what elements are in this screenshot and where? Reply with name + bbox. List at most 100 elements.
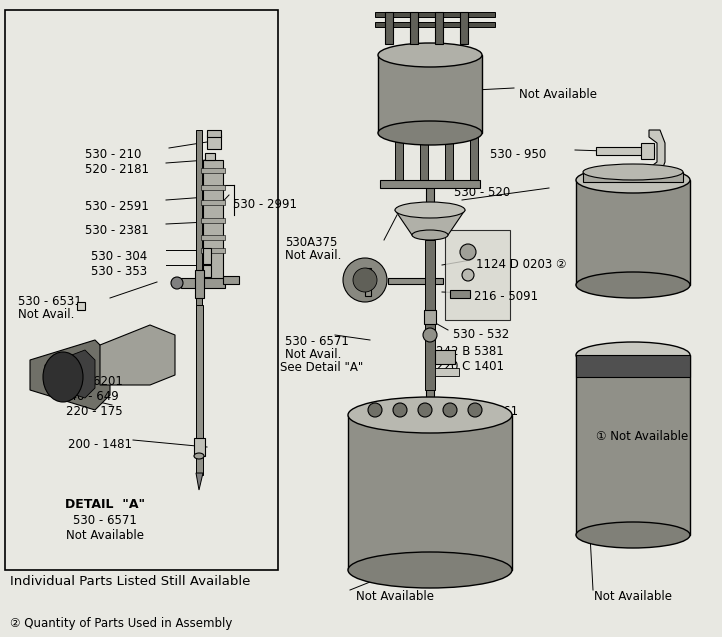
Bar	[203, 160, 223, 280]
Bar	[576, 355, 690, 377]
Bar	[194, 438, 205, 456]
Text: 530 - 6571: 530 - 6571	[73, 514, 137, 527]
Bar	[207, 130, 221, 137]
Text: Individual Parts Listed Still Available: Individual Parts Listed Still Available	[10, 575, 251, 588]
Text: Not Avail.: Not Avail.	[285, 348, 342, 361]
Circle shape	[171, 277, 183, 289]
Circle shape	[468, 403, 482, 417]
Text: 242 B 5381: 242 B 5381	[436, 345, 504, 358]
Bar	[395, 130, 403, 185]
Bar	[424, 310, 436, 324]
Text: 1124 D 0203 ②: 1124 D 0203 ②	[476, 258, 567, 271]
Bar	[450, 290, 470, 298]
Text: ① Not Available: ① Not Available	[596, 430, 688, 443]
Text: 220 C 1401: 220 C 1401	[436, 360, 504, 373]
Bar	[426, 185, 434, 455]
Bar	[77, 302, 85, 310]
Ellipse shape	[194, 453, 204, 459]
Bar	[470, 130, 478, 185]
Text: 530 - 304: 530 - 304	[91, 250, 147, 263]
Text: Not Available: Not Available	[519, 88, 597, 101]
Circle shape	[443, 403, 457, 417]
Bar	[201, 185, 225, 190]
Text: 200 - 1481: 200 - 1481	[68, 438, 132, 451]
Text: 530 - 6531: 530 - 6531	[18, 295, 82, 308]
Text: 530 - 2591: 530 - 2591	[85, 200, 149, 213]
Text: 530 - 6571: 530 - 6571	[285, 335, 349, 348]
Ellipse shape	[412, 230, 448, 240]
Circle shape	[368, 403, 382, 417]
Ellipse shape	[43, 352, 83, 402]
Bar	[203, 265, 211, 277]
Circle shape	[418, 403, 432, 417]
Bar	[201, 200, 225, 205]
Text: Not Avail.: Not Avail.	[18, 308, 74, 321]
Text: 520 - 2181: 520 - 2181	[85, 163, 149, 176]
Bar	[375, 22, 495, 27]
Text: 530 - 210: 530 - 210	[85, 148, 142, 161]
Polygon shape	[30, 340, 110, 410]
Text: 530 - 950: 530 - 950	[490, 148, 547, 161]
Ellipse shape	[576, 167, 690, 193]
Circle shape	[460, 244, 476, 260]
Text: 220 - 175: 220 - 175	[66, 405, 123, 418]
Bar	[201, 235, 225, 240]
Bar	[375, 12, 495, 17]
Text: 530 - 532: 530 - 532	[453, 328, 509, 341]
Polygon shape	[395, 210, 465, 235]
Bar	[425, 240, 435, 390]
Ellipse shape	[576, 522, 690, 548]
Polygon shape	[45, 350, 95, 398]
Bar	[435, 12, 443, 44]
Text: Not Available: Not Available	[594, 590, 672, 603]
Bar	[596, 147, 654, 155]
Text: 530 - 2991: 530 - 2991	[233, 198, 297, 211]
Bar	[5, 10, 278, 570]
Bar	[445, 230, 510, 320]
Circle shape	[423, 328, 437, 342]
Ellipse shape	[395, 202, 465, 218]
Bar	[460, 12, 468, 44]
Bar	[435, 350, 455, 364]
Bar	[641, 143, 654, 159]
Text: 740 - 649: 740 - 649	[62, 390, 118, 403]
Polygon shape	[649, 130, 665, 175]
Bar	[195, 270, 204, 298]
Bar	[378, 55, 482, 133]
Bar	[196, 130, 202, 460]
Bar	[583, 172, 683, 182]
Circle shape	[343, 258, 387, 302]
Bar	[223, 276, 239, 284]
Polygon shape	[196, 473, 203, 490]
Text: 530 - 353: 530 - 353	[91, 265, 147, 278]
Bar	[205, 153, 215, 160]
Bar	[435, 368, 459, 376]
Bar	[420, 130, 428, 185]
Bar	[388, 278, 443, 284]
Bar	[385, 12, 393, 44]
Ellipse shape	[348, 397, 512, 433]
Bar	[201, 248, 225, 253]
Bar	[203, 248, 211, 264]
Text: Not Available: Not Available	[66, 529, 144, 542]
Bar	[181, 278, 225, 288]
Ellipse shape	[378, 121, 482, 145]
Bar	[365, 268, 371, 296]
Bar	[445, 130, 453, 185]
Ellipse shape	[378, 43, 482, 67]
Text: DETAIL  "A": DETAIL "A"	[65, 498, 145, 511]
Ellipse shape	[576, 342, 690, 368]
Circle shape	[462, 269, 474, 281]
Text: 530A375: 530A375	[285, 236, 337, 249]
Text: 530 - 520: 530 - 520	[454, 186, 510, 199]
Bar	[201, 168, 225, 173]
Ellipse shape	[583, 164, 683, 180]
Bar	[196, 305, 203, 475]
Text: ② Quantity of Parts Used in Assembly: ② Quantity of Parts Used in Assembly	[10, 617, 232, 630]
Ellipse shape	[348, 552, 512, 588]
Ellipse shape	[576, 272, 690, 298]
Bar	[201, 218, 225, 223]
Text: See Detail "A": See Detail "A"	[280, 361, 363, 374]
Bar	[380, 180, 480, 188]
Circle shape	[353, 268, 377, 292]
